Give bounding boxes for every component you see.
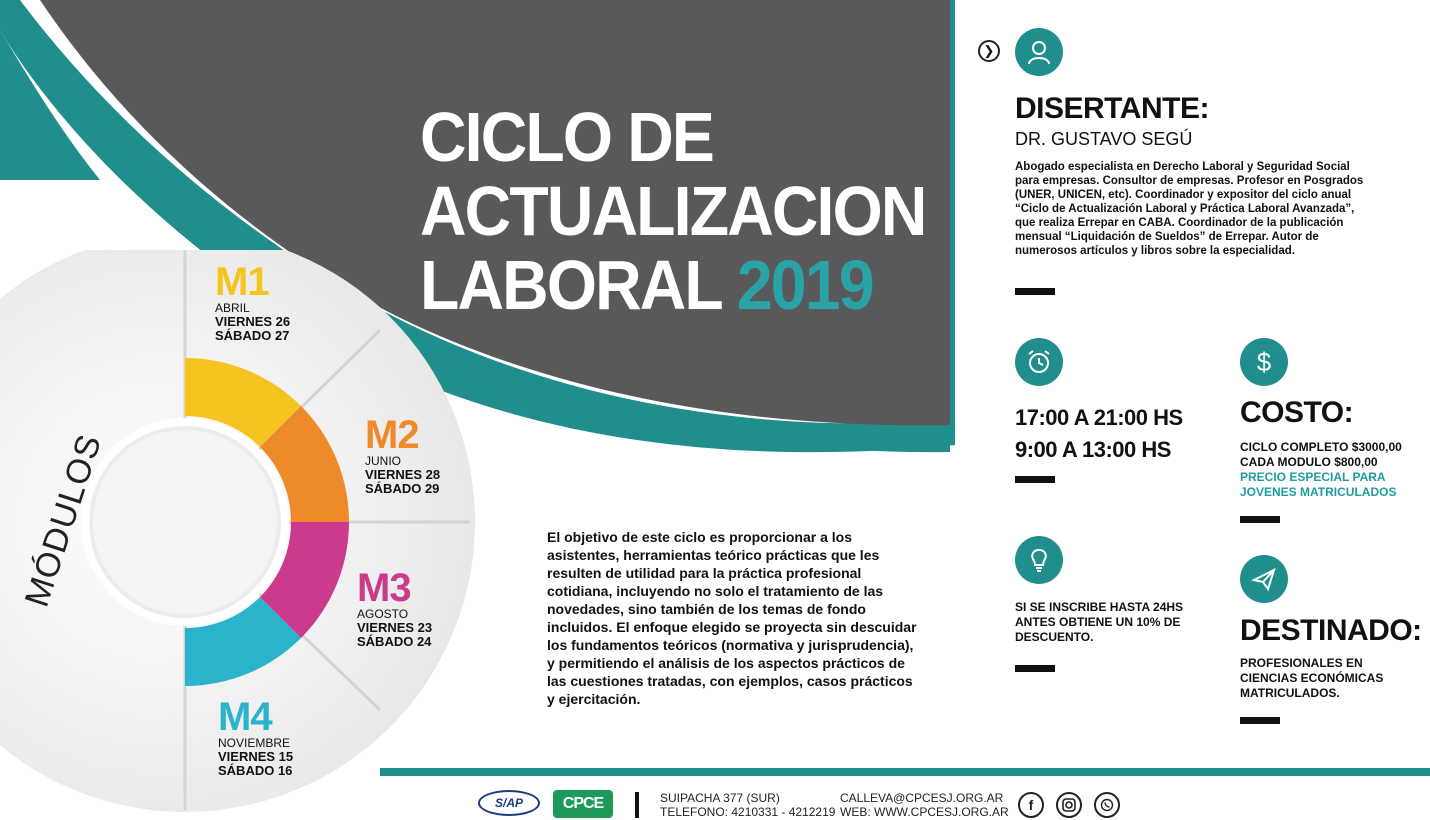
module-day: VIERNES 23 (357, 620, 433, 635)
module-month: NOVIEMBRE (218, 736, 291, 750)
module-month: JUNIO (365, 454, 401, 468)
module-day: VIERNES 26 (215, 314, 291, 329)
title-line-2: ACTUALIZACION (420, 172, 927, 250)
paper-plane-icon (1240, 555, 1288, 603)
discount-line: DESCUENTO. (1015, 630, 1094, 644)
discount-text: SI SE INSCRIBE HASTA 24HS ANTES OBTIENE … (1015, 600, 1183, 645)
address-line: SUIPACHA 377 (SUR) (660, 791, 780, 805)
footer-address: SUIPACHA 377 (SUR) TELEFONO: 4210331 - 4… (660, 791, 835, 819)
module-m4: M4 NOVIEMBRE VIERNES 15 SÁBADO 16 (218, 697, 293, 778)
page-title: CICLO DE ACTUALIZACION LABORAL 2019 (420, 100, 969, 322)
cost-line: CADA MODULO $800,00 (1240, 455, 1378, 469)
module-code: M3 (357, 566, 412, 610)
speaker-heading: DISERTANTE: (1015, 92, 1209, 125)
audience-text: PROFESIONALES EN CIENCIAS ECONÓMICAS MAT… (1240, 656, 1383, 701)
instagram-icon[interactable] (1056, 792, 1082, 818)
module-day: VIERNES 28 (365, 467, 441, 482)
lightbulb-icon (1015, 536, 1063, 584)
discount-line: SI SE INSCRIBE HASTA 24HS (1015, 600, 1184, 614)
dollar-icon: $ (1240, 338, 1288, 386)
description-paragraph: El objetivo de este ciclo es proporciona… (547, 529, 917, 707)
discount-line: ANTES OBTIENE UN 10% DE (1015, 615, 1181, 629)
module-day: SÁBADO 29 (365, 481, 440, 496)
cost-special: JOVENES MATRICULADOS (1240, 485, 1397, 499)
audience-line: PROFESIONALES EN (1240, 656, 1363, 670)
module-segment-m2 (260, 406, 349, 522)
audience-heading: DESTINADO: (1240, 614, 1422, 647)
module-code: M1 (215, 260, 270, 304)
module-segment-m1 (185, 358, 301, 447)
cost-heading: COSTO: (1240, 396, 1354, 429)
title-line-3: LABORAL 2019 (420, 246, 875, 324)
sap-logo: S/AP (478, 790, 540, 816)
schedule: 17:00 A 21:00 HS 9:00 A 13:00 HS (1015, 402, 1183, 466)
cost-special: PRECIO ESPECIAL PARA (1240, 470, 1386, 484)
cost-line: CICLO COMPLETO $3000,00 (1240, 440, 1402, 454)
web-link[interactable]: WEB: WWW.CPCESJ.ORG.AR (840, 805, 1009, 819)
speaker-name: DR. GUSTAVO SEGÚ (1015, 129, 1193, 149)
speaker-bio: Abogado especialista en Derecho Laboral … (1015, 161, 1364, 257)
facebook-icon[interactable]: f (1018, 792, 1044, 818)
module-segment-m3 (260, 522, 350, 638)
module-day: VIERNES 15 (218, 749, 294, 764)
module-m3: M3 AGOSTO VIERNES 23 SÁBADO 24 (357, 568, 432, 649)
module-code: M4 (218, 695, 273, 739)
whatsapp-icon[interactable] (1094, 792, 1120, 818)
module-month: AGOSTO (357, 607, 409, 621)
module-day: SÁBADO 27 (215, 328, 290, 343)
cpce-logo: CPCE (553, 790, 613, 818)
modules-wheel (0, 250, 475, 812)
divider (1015, 288, 1055, 295)
phone-line: TELEFONO: 4210331 - 4212219 (660, 805, 836, 819)
divider (1015, 476, 1055, 483)
email-link[interactable]: CALLEVA@CPCESJ.ORG.AR (840, 791, 1004, 805)
divider (1015, 665, 1055, 672)
audience-line: MATRICULADOS. (1240, 686, 1340, 700)
divider (1240, 717, 1280, 724)
module-m1: M1 ABRIL VIERNES 26 SÁBADO 27 (215, 262, 290, 343)
person-icon (1015, 28, 1063, 76)
divider (1240, 516, 1280, 523)
title-line-1: CICLO DE (420, 98, 715, 176)
module-day: SÁBADO 16 (218, 763, 293, 778)
footer-contact: CALLEVA@CPCESJ.ORG.AR WEB: WWW.CPCESJ.OR… (840, 791, 1009, 819)
module-day: SÁBADO 24 (357, 634, 432, 649)
module-month: ABRIL (215, 301, 250, 315)
schedule-line: 9:00 A 13:00 HS (1015, 437, 1171, 462)
module-m2: M2 JUNIO VIERNES 28 SÁBADO 29 (365, 415, 440, 496)
title-year: 2019 (736, 246, 875, 324)
schedule-line: 17:00 A 21:00 HS (1015, 405, 1183, 430)
audience-line: CIENCIAS ECONÓMICAS (1240, 671, 1384, 685)
footer-divider (635, 792, 639, 818)
module-code: M2 (365, 413, 420, 457)
cost-details: CICLO COMPLETO $3000,00 CADA MODULO $800… (1240, 440, 1402, 500)
alarm-clock-icon (1015, 338, 1063, 386)
module-segment-m4 (185, 597, 301, 686)
chevron-right-icon[interactable]: ❯ (978, 40, 1000, 62)
